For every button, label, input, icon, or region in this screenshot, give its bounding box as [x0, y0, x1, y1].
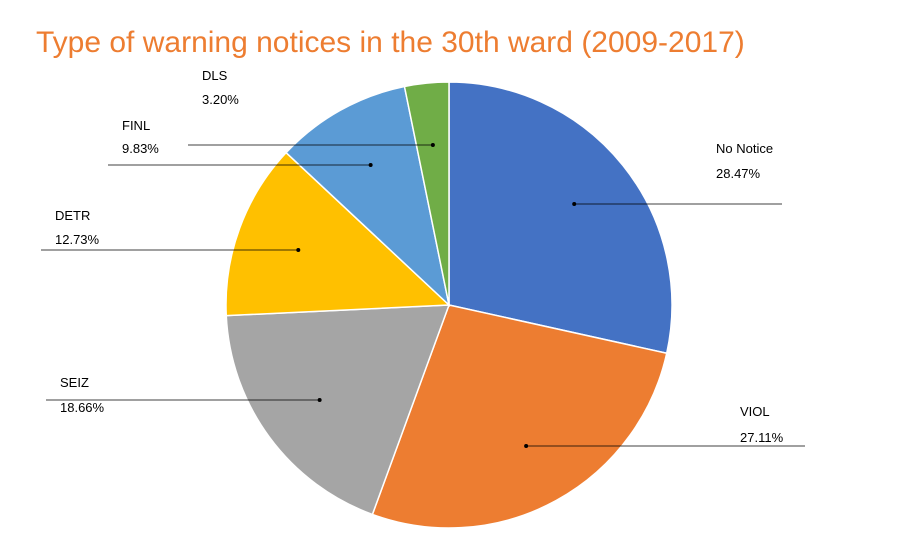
chart-title: Type of warning notices in the 30th ward… [36, 26, 745, 59]
slice-percent-label: 3.20% [202, 92, 239, 107]
leader-dot [317, 398, 322, 402]
pie-slice-seiz [225, 304, 451, 516]
leader-dot [368, 163, 373, 167]
leader-dot [430, 143, 435, 147]
slice-label: SEIZ [60, 375, 89, 390]
slice-percent-label: 28.47% [716, 166, 761, 181]
slice-percent-label: 9.83% [122, 141, 159, 156]
slice-percent-label: 27.11% [740, 430, 784, 445]
pie-slice-dls [403, 81, 450, 306]
pie-slice-detr [225, 151, 451, 317]
leader-dot [572, 202, 577, 206]
pie-slice-viol [371, 304, 668, 529]
slice-label: VIOL [740, 404, 770, 419]
pie-slices [225, 81, 673, 529]
leader-dot [524, 444, 529, 448]
slice-label: No Notice [716, 141, 773, 156]
leader-dot [296, 248, 301, 252]
pie-slice-no-notice [448, 81, 673, 355]
slice-percent-label: 12.73% [55, 232, 100, 247]
slice-percent-label: 18.66% [60, 400, 105, 415]
pie-slice-finl [285, 85, 451, 308]
leader-lines [41, 143, 805, 448]
slice-label: FINL [122, 118, 150, 133]
slice-label: DLS [202, 68, 228, 83]
slice-label: DETR [55, 208, 90, 223]
